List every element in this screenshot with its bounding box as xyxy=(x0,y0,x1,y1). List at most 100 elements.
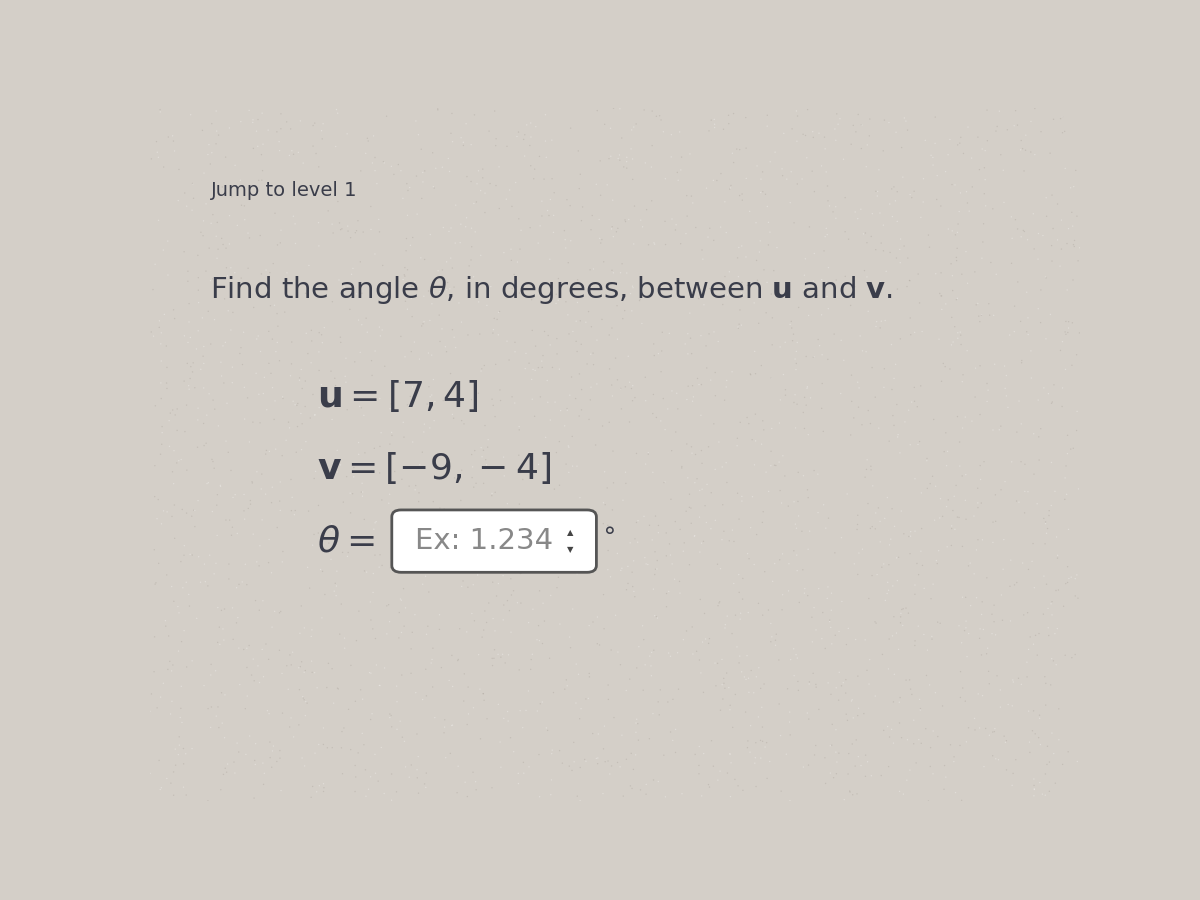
Point xyxy=(674,536,694,550)
Point xyxy=(290,371,310,385)
Point xyxy=(583,518,602,533)
Point xyxy=(1056,648,1075,662)
Point xyxy=(842,394,862,409)
Point xyxy=(772,496,791,510)
Point xyxy=(568,295,587,310)
Point xyxy=(626,516,646,530)
Point xyxy=(1034,511,1054,526)
Point xyxy=(656,789,676,804)
Point xyxy=(857,463,876,477)
Point xyxy=(380,401,400,416)
Point xyxy=(1004,119,1024,133)
Point xyxy=(204,567,223,581)
Point xyxy=(474,623,493,637)
Point xyxy=(623,379,642,393)
Point xyxy=(956,734,976,749)
Point xyxy=(180,372,199,386)
Point xyxy=(892,140,911,155)
Point xyxy=(936,359,955,374)
Point xyxy=(428,103,448,117)
Point xyxy=(1027,648,1046,662)
Point xyxy=(486,178,505,193)
Point xyxy=(432,661,451,675)
Point xyxy=(1052,110,1072,124)
Point xyxy=(444,411,463,426)
Point xyxy=(718,666,737,680)
Point xyxy=(292,363,311,377)
Point xyxy=(628,712,647,726)
Point xyxy=(415,417,434,431)
Point xyxy=(444,330,463,345)
Point xyxy=(173,580,192,595)
Point xyxy=(257,263,276,277)
Point xyxy=(970,631,989,645)
Point xyxy=(821,620,840,634)
Point xyxy=(773,168,792,183)
Point xyxy=(814,424,833,438)
Point xyxy=(346,759,365,773)
Point xyxy=(745,756,764,770)
Point xyxy=(412,142,431,157)
Point xyxy=(640,732,659,746)
Point xyxy=(223,520,242,535)
Point xyxy=(484,575,503,590)
Point xyxy=(204,184,223,198)
Point xyxy=(690,739,709,753)
Point xyxy=(208,635,227,650)
Point xyxy=(578,304,598,319)
Point xyxy=(715,617,734,632)
Point xyxy=(1052,110,1072,124)
Point xyxy=(690,510,709,525)
Point xyxy=(654,124,673,139)
Point xyxy=(349,604,368,618)
Point xyxy=(925,513,944,527)
Point xyxy=(482,392,502,407)
Point xyxy=(678,209,697,223)
Point xyxy=(216,150,235,165)
Point xyxy=(416,662,436,677)
Point xyxy=(220,209,239,223)
Point xyxy=(593,787,612,801)
Point xyxy=(595,117,614,131)
Point xyxy=(559,327,578,341)
Point xyxy=(412,251,431,266)
Point xyxy=(632,316,652,330)
Point xyxy=(331,330,350,345)
Point xyxy=(710,703,730,717)
Point xyxy=(854,264,874,278)
Point xyxy=(942,177,961,192)
Point xyxy=(788,109,808,123)
Point xyxy=(605,710,624,724)
Point xyxy=(419,619,438,634)
Point xyxy=(554,528,574,543)
Point xyxy=(842,368,862,382)
Point xyxy=(732,275,751,290)
Point xyxy=(1058,320,1078,335)
Point xyxy=(730,649,749,663)
Point xyxy=(702,284,721,299)
Point xyxy=(677,188,696,202)
Point xyxy=(1012,454,1031,469)
Point xyxy=(799,428,818,442)
Text: Find the angle $\theta$, in degrees, between $\mathbf{u}$ and $\mathbf{v}$.: Find the angle $\theta$, in degrees, bet… xyxy=(210,274,894,306)
Point xyxy=(814,498,833,512)
Point xyxy=(440,366,460,381)
Point xyxy=(499,353,518,367)
Point xyxy=(145,458,164,473)
Point xyxy=(704,121,724,135)
Point xyxy=(648,611,667,625)
Point xyxy=(910,733,929,747)
Point xyxy=(458,680,478,694)
Point xyxy=(196,574,215,589)
Point xyxy=(473,630,492,644)
Point xyxy=(1045,776,1064,790)
Point xyxy=(602,389,622,403)
Point xyxy=(271,236,290,250)
Point xyxy=(883,409,902,423)
Point xyxy=(353,476,372,491)
Point xyxy=(400,479,419,493)
Point xyxy=(655,475,674,490)
Point xyxy=(474,693,493,707)
Point xyxy=(1061,181,1080,195)
Point xyxy=(479,596,498,610)
